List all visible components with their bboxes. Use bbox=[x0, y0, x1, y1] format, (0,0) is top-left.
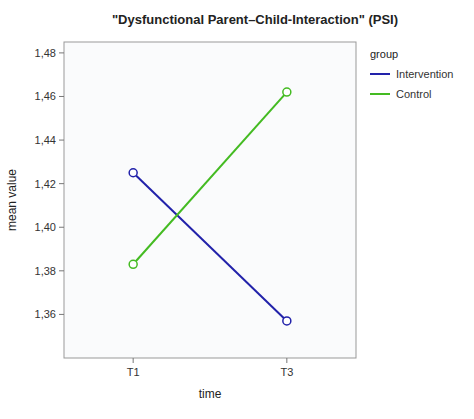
legend: group Intervention Control bbox=[370, 48, 453, 100]
x-tick bbox=[133, 358, 134, 363]
x-tick-label: T1 bbox=[127, 366, 140, 378]
y-tick-label: 1,36 bbox=[35, 308, 56, 320]
y-tick bbox=[59, 227, 64, 228]
plot-area bbox=[129, 88, 291, 325]
x-axis-label: time bbox=[199, 387, 222, 401]
y-tick-label: 1,44 bbox=[35, 134, 56, 146]
y-tick bbox=[59, 52, 64, 53]
series-line bbox=[133, 92, 287, 264]
y-tick-label: 1,48 bbox=[35, 47, 56, 59]
legend-swatch bbox=[370, 73, 390, 75]
y-tick-label: 1,40 bbox=[35, 221, 56, 233]
legend-title: group bbox=[370, 48, 398, 60]
y-axis-label: mean value bbox=[5, 169, 19, 231]
x-tick bbox=[286, 358, 287, 363]
y-tick bbox=[59, 140, 64, 141]
title: "Dysfunctional Parent–Child-Interaction"… bbox=[112, 12, 398, 27]
data-point bbox=[129, 169, 137, 177]
x-tick-label: T3 bbox=[280, 366, 293, 378]
chart: "Dysfunctional Parent–Child-Interaction"… bbox=[0, 0, 474, 419]
legend-swatch bbox=[370, 93, 390, 95]
y-tick bbox=[59, 270, 64, 271]
legend-label: Intervention bbox=[396, 68, 453, 80]
y-tick-label: 1,38 bbox=[35, 265, 56, 277]
data-point bbox=[283, 317, 291, 325]
y-tick-label: 1,46 bbox=[35, 90, 56, 102]
y-tick bbox=[59, 314, 64, 315]
plot-frame bbox=[64, 42, 356, 358]
legend-label: Control bbox=[396, 88, 431, 100]
y-tick bbox=[59, 183, 64, 184]
data-point bbox=[129, 260, 137, 268]
y-tick bbox=[59, 96, 64, 97]
y-tick-label: 1,42 bbox=[35, 178, 56, 190]
data-point bbox=[283, 88, 291, 96]
series-line bbox=[133, 173, 287, 321]
